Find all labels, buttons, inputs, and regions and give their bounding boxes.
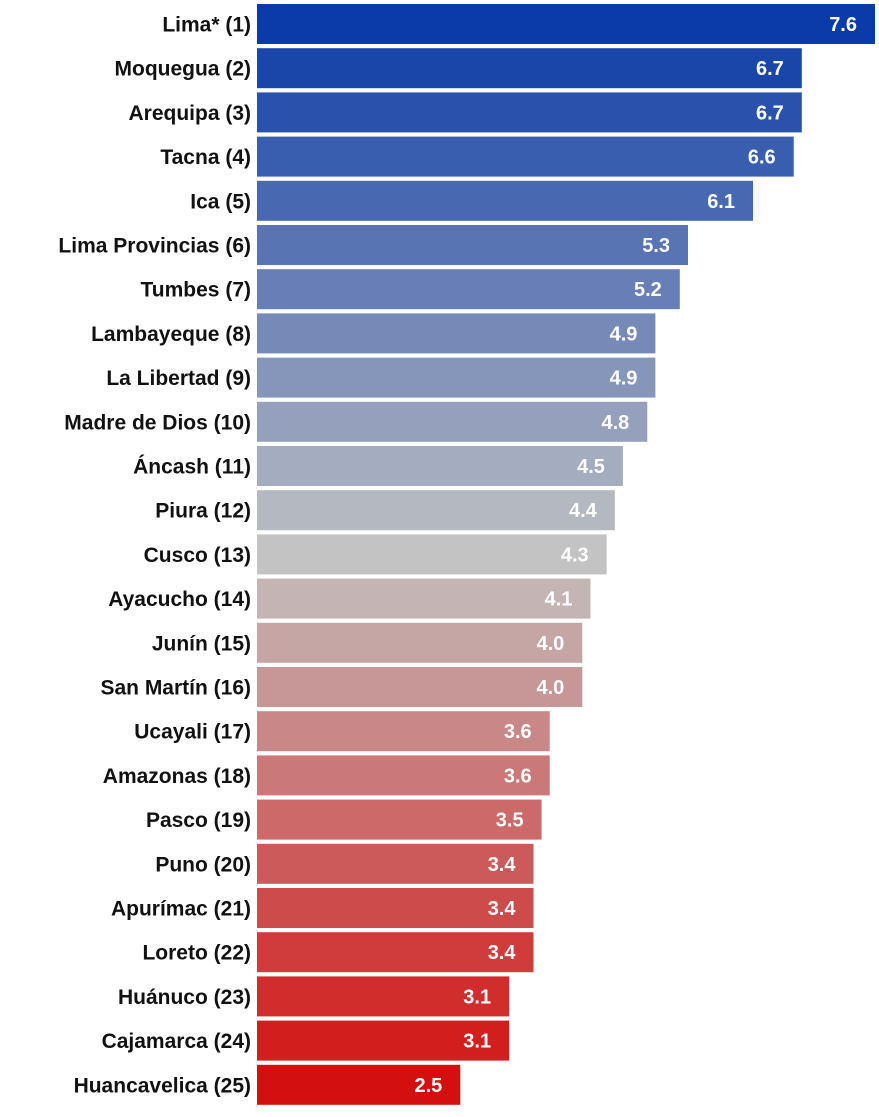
- value-label: 4.5: [577, 456, 605, 478]
- category-label: Puno (20): [155, 853, 251, 876]
- category-label: Ayacucho (14): [108, 588, 251, 611]
- value-label: 3.1: [463, 1031, 491, 1053]
- category-label: Lima* (1): [162, 14, 251, 37]
- value-label: 4.4: [569, 500, 598, 522]
- category-label: San Martín (16): [100, 677, 251, 700]
- category-label: Piura (12): [155, 500, 251, 523]
- category-label: Loreto (22): [142, 942, 251, 965]
- bar: [257, 622, 583, 663]
- bar: [257, 1020, 510, 1061]
- value-label: 5.3: [642, 235, 670, 257]
- bar: [257, 490, 615, 531]
- bar: [257, 269, 680, 310]
- bar: [257, 843, 534, 884]
- value-label: 3.5: [496, 810, 524, 832]
- category-label: Pasco (19): [146, 809, 251, 832]
- bar: [257, 799, 542, 840]
- category-label: Cusco (13): [144, 544, 251, 567]
- value-label: 6.7: [756, 102, 784, 124]
- value-label: 7.6: [829, 14, 857, 36]
- category-label: Ica (5): [190, 190, 251, 213]
- category-label: Huánuco (23): [118, 986, 251, 1009]
- category-label: Tumbes (7): [141, 279, 251, 302]
- bar: [257, 932, 534, 973]
- bar: [257, 313, 656, 354]
- bar: [257, 136, 794, 177]
- category-label: Apurímac (21): [111, 898, 251, 921]
- bar: [257, 48, 802, 89]
- bar: [257, 92, 802, 133]
- value-label: 4.1: [545, 589, 573, 611]
- bar: [257, 755, 550, 796]
- category-label: Arequipa (3): [128, 102, 251, 125]
- category-label: Junín (15): [152, 632, 251, 655]
- value-label: 4.0: [536, 633, 564, 655]
- bar: [257, 446, 623, 486]
- category-label: La Libertad (9): [106, 367, 251, 390]
- value-label: 3.1: [463, 986, 491, 1008]
- category-label: Huancavelica (25): [74, 1074, 251, 1097]
- bar: [257, 578, 591, 619]
- bar: [257, 1064, 461, 1105]
- value-labels: 7.6 6.7 6.7 6.6 6.1 5.3 5.2 4.9 4.9 4.8 4.5 4.4 4.3 4…: [414, 14, 857, 1097]
- bar: [257, 976, 510, 1017]
- value-label: 3.6: [504, 765, 532, 787]
- bar: [257, 888, 534, 928]
- value-label: 4.8: [601, 412, 629, 434]
- bar: [257, 180, 753, 221]
- bar: [257, 357, 656, 398]
- value-label: 6.6: [748, 147, 776, 169]
- value-label: 5.2: [634, 279, 662, 301]
- value-label: 3.4: [488, 854, 517, 876]
- category-label: Cajamarca (24): [102, 1030, 251, 1053]
- value-label: 4.9: [610, 323, 638, 345]
- category-label: Tacna (4): [160, 146, 251, 169]
- bar: [257, 225, 688, 265]
- category-label: Lima Provincias (6): [58, 235, 251, 258]
- category-label: Madre de Dios (10): [64, 411, 251, 434]
- category-label: Amazonas (18): [103, 765, 251, 788]
- bar: [257, 667, 583, 707]
- value-label: 4.9: [610, 368, 638, 390]
- value-label: 4.0: [536, 677, 564, 699]
- category-label: Lambayeque (8): [91, 323, 251, 346]
- value-label: 2.5: [414, 1075, 442, 1097]
- value-label: 6.1: [707, 191, 735, 213]
- category-label: Ucayali (17): [134, 721, 251, 744]
- value-label: 3.6: [504, 721, 532, 743]
- bars-layer: [257, 4, 875, 1105]
- category-labels: Lima* (1) Moquegua (2) Arequipa (3) Tacna (…: [58, 14, 251, 1098]
- bar: [257, 711, 550, 752]
- bar: [257, 401, 648, 442]
- category-label: Áncash (11): [133, 456, 251, 479]
- category-label: Moquegua (2): [115, 58, 252, 81]
- bar: [257, 534, 607, 575]
- bar: [257, 4, 875, 44]
- value-label: 6.7: [756, 58, 784, 80]
- value-label: 3.4: [488, 942, 517, 964]
- value-label: 4.3: [561, 544, 589, 566]
- value-label: 3.4: [488, 898, 517, 920]
